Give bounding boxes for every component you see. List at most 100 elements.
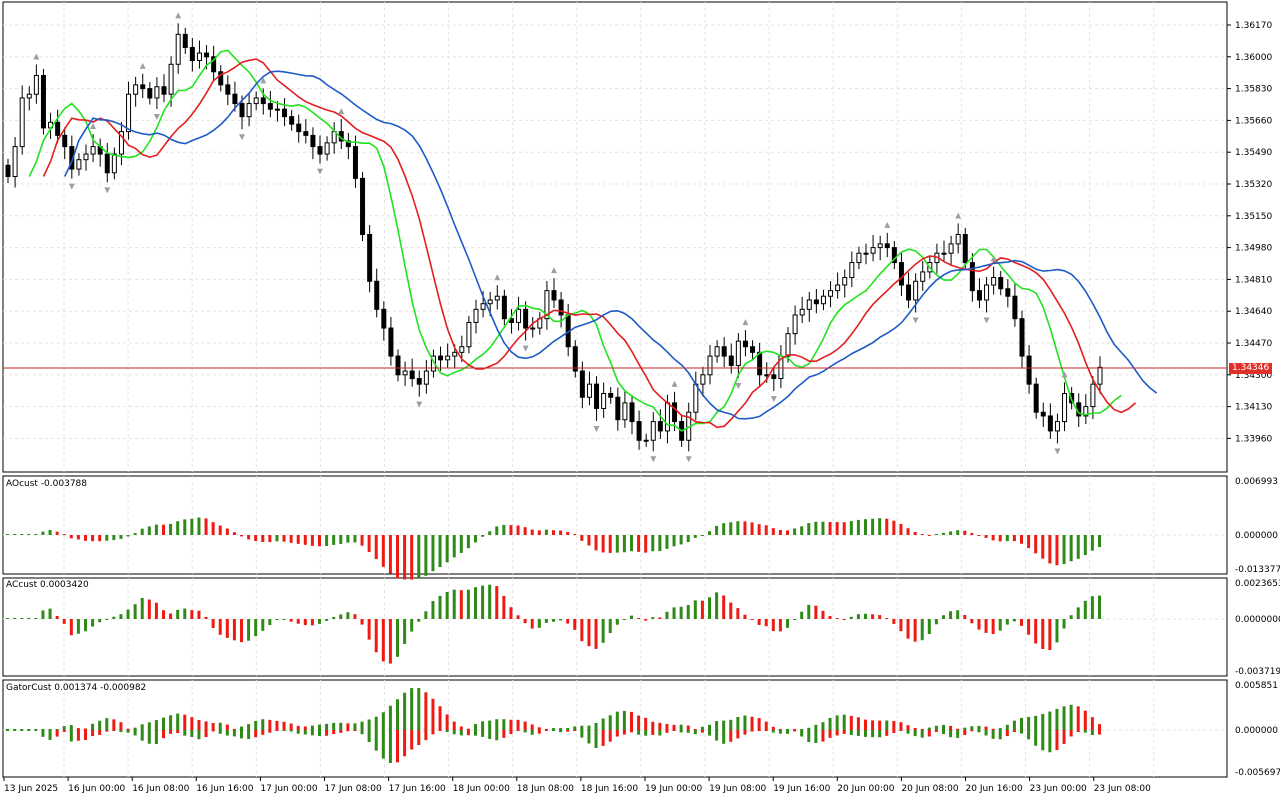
gator-upper-bar <box>1041 713 1045 730</box>
ac-bar <box>715 592 719 619</box>
ao-bar <box>1069 535 1073 562</box>
ac-bar <box>537 619 541 628</box>
ac-bar <box>516 615 520 619</box>
candle-body <box>196 52 202 62</box>
gator-upper-bar <box>140 724 144 730</box>
ao-bar <box>814 521 818 535</box>
gator-upper-bar <box>388 705 392 730</box>
ac-bar <box>1012 619 1016 622</box>
candle-body <box>799 308 805 316</box>
ao-bar <box>360 535 364 546</box>
gator-upper-bar <box>807 727 811 730</box>
ac-bar <box>544 619 548 623</box>
gator-upper-bar <box>190 717 194 730</box>
candle-body <box>211 56 217 73</box>
ao-bar <box>91 535 95 542</box>
gator-lower-bar <box>800 730 804 737</box>
gator-lower-bar <box>991 730 995 739</box>
gator-lower-bar <box>318 730 321 737</box>
gator-upper-bar <box>814 724 818 730</box>
ac-bar <box>991 619 995 635</box>
candle-body <box>757 351 763 376</box>
candle-body <box>140 84 146 90</box>
ao-bar <box>622 535 626 553</box>
gator-upper-bar <box>1020 717 1023 730</box>
gator-upper-bar <box>849 715 853 730</box>
gator-upper-bar <box>601 718 605 730</box>
gator-upper-bar <box>254 720 258 730</box>
gator-upper-bar <box>580 725 584 730</box>
gator-lower-bar <box>62 730 66 732</box>
gator-upper-bar <box>76 728 80 730</box>
candle-body <box>785 333 791 357</box>
gator-upper-bar <box>6 729 9 730</box>
ao-bar <box>672 535 676 547</box>
gator-upper-bar <box>927 727 931 730</box>
ao-bar <box>934 534 938 535</box>
gator-lower-bar <box>864 730 867 737</box>
candle-body <box>303 131 309 136</box>
candle-body <box>480 303 486 310</box>
gator-lower-bar <box>814 730 818 743</box>
ac-bar <box>630 615 633 619</box>
ao-bar <box>1012 535 1016 542</box>
ac-bar <box>807 604 811 619</box>
gator-lower-bar <box>325 730 329 736</box>
ao-bar <box>112 535 116 541</box>
ac-bar <box>183 608 187 619</box>
ao-bar <box>892 520 896 535</box>
gator-lower-bar <box>91 730 95 737</box>
ac-bar <box>963 614 967 619</box>
candle-body <box>941 252 947 255</box>
gator-lower-bar <box>700 730 704 733</box>
gator-lower-bar <box>580 730 584 738</box>
ao-bar <box>481 535 485 537</box>
gator-upper-bar <box>693 729 697 730</box>
gator-upper-bar <box>1076 706 1080 730</box>
gator-upper-bar <box>232 729 236 730</box>
gator-upper-bar <box>261 719 265 730</box>
ao-bar <box>6 534 9 535</box>
ao-bar <box>133 533 137 535</box>
candle-body <box>1083 406 1089 417</box>
candle-body <box>445 355 451 361</box>
ao-bar <box>956 530 960 535</box>
gator-upper-bar <box>69 725 73 730</box>
gator-lower-bar <box>786 730 789 734</box>
gator-upper-bar <box>856 717 860 730</box>
gator-upper-bar <box>126 728 130 730</box>
ac-bar <box>353 614 357 619</box>
scale-zero-label: 0.0000000 <box>1235 615 1280 625</box>
ac-bar <box>658 617 662 619</box>
ao-bar <box>41 531 45 535</box>
ac-bar <box>771 619 775 632</box>
gator-upper-bar <box>1048 711 1052 730</box>
ao-bar <box>367 535 371 552</box>
pane-frame-1 <box>2 475 1228 575</box>
ac-bar <box>367 619 371 640</box>
gator-lower-bar <box>147 730 151 744</box>
ac-bar <box>757 619 761 625</box>
price-label: 1.34980 <box>1235 244 1272 254</box>
ac-bar <box>190 610 194 619</box>
gator-lower-bar <box>126 730 130 733</box>
gator-upper-bar <box>62 726 66 730</box>
ac-bar <box>786 619 789 628</box>
ao-bar <box>835 522 839 535</box>
candle-body <box>1026 355 1032 385</box>
gator-upper-bar <box>275 720 279 730</box>
gator-upper-bar <box>303 726 307 730</box>
ac-bar <box>268 619 272 626</box>
ao-bar <box>346 535 350 543</box>
ac-bar <box>360 619 364 625</box>
ac-bar <box>885 618 889 619</box>
fractal-down-marker <box>153 113 160 120</box>
ac-bar <box>481 585 485 619</box>
price-label: 1.35660 <box>1235 116 1272 126</box>
gator-lower-bar <box>119 730 123 733</box>
ac-bar <box>20 618 24 619</box>
candle-body <box>714 346 720 357</box>
gator-upper-bar <box>119 722 123 730</box>
gator-upper-bar <box>204 721 208 730</box>
